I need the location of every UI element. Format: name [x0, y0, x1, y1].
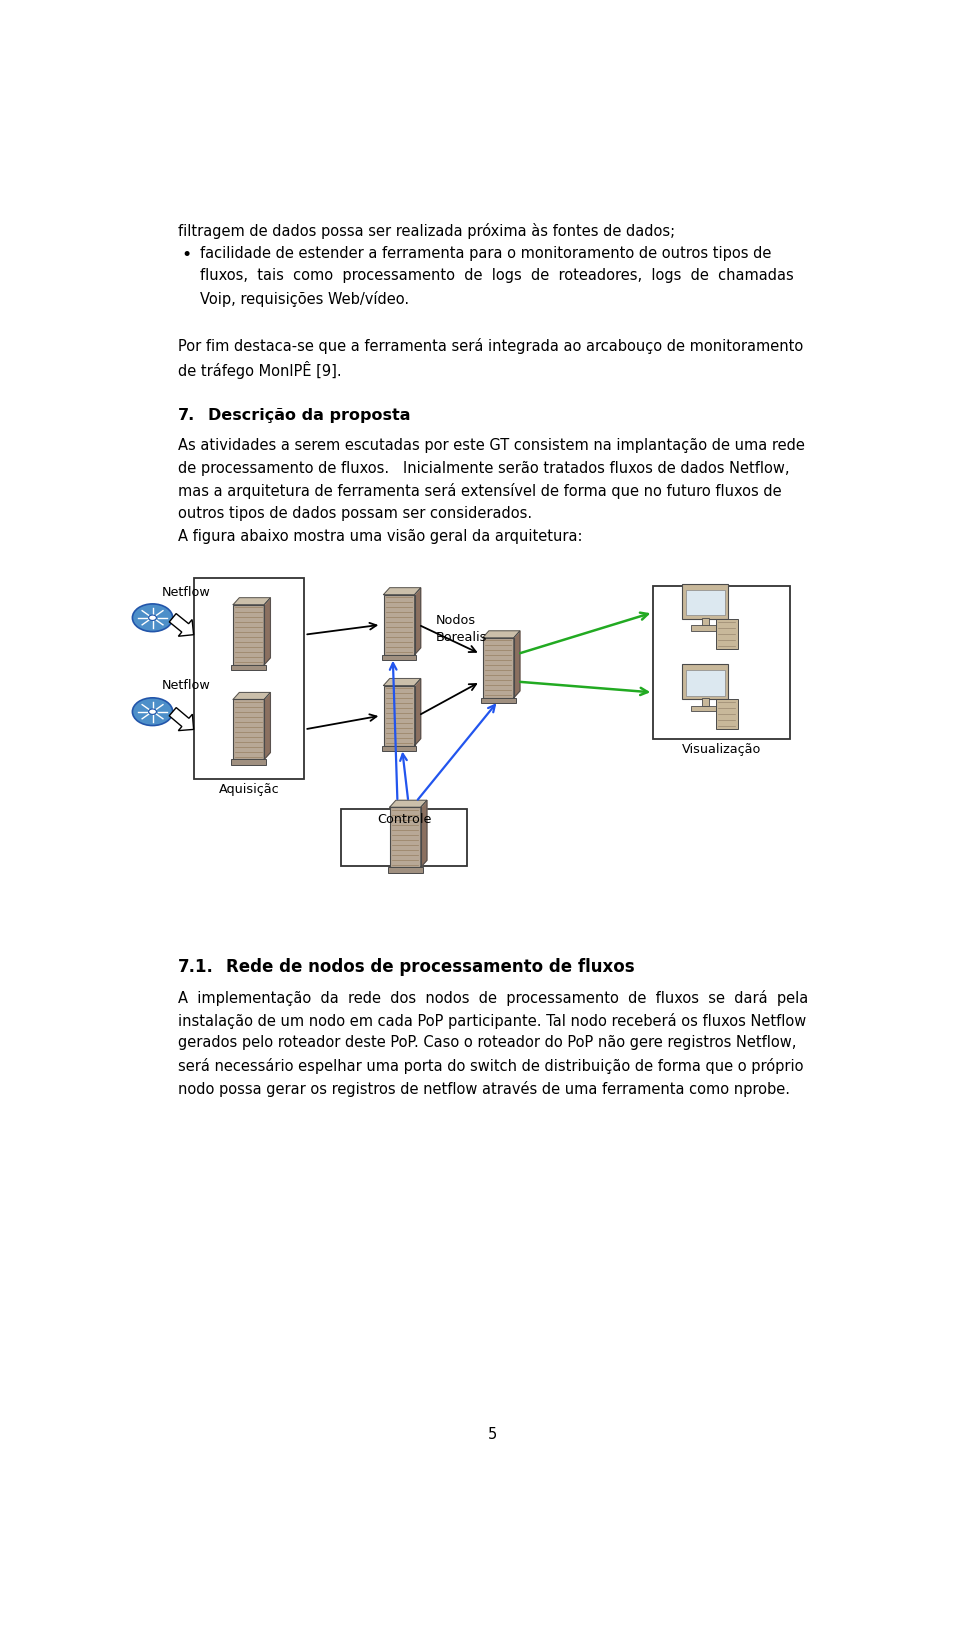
Bar — [231, 665, 266, 670]
Polygon shape — [483, 631, 520, 638]
Ellipse shape — [132, 698, 173, 726]
Text: 5: 5 — [488, 1428, 496, 1442]
Bar — [231, 759, 266, 765]
Text: de processamento de fluxos.   Inicialmente serão tratados fluxos de dados Netflo: de processamento de fluxos. Inicialmente… — [179, 461, 790, 475]
Bar — [685, 590, 725, 615]
Text: de tráfego MonIPÊ [9].: de tráfego MonIPÊ [9]. — [179, 361, 342, 379]
Polygon shape — [415, 679, 420, 746]
Text: •: • — [181, 246, 191, 264]
Text: Visualização: Visualização — [683, 742, 761, 756]
Bar — [682, 664, 729, 700]
Polygon shape — [415, 588, 420, 654]
Text: A figura abaixo mostra uma visão geral da arquitetura:: A figura abaixo mostra uma visão geral d… — [179, 529, 583, 544]
Text: será necessário espelhar uma porta do switch de distribuição de forma que o próp: será necessário espelhar uma porta do sw… — [179, 1059, 804, 1074]
Polygon shape — [169, 613, 194, 636]
Text: gerados pelo roteador deste PoP. Caso o roteador do PoP não gere registros Netfl: gerados pelo roteador deste PoP. Caso o … — [179, 1036, 797, 1051]
Bar — [702, 698, 708, 706]
Text: 7.: 7. — [179, 408, 196, 423]
Text: Voip, requisições Web/vídeo.: Voip, requisições Web/vídeo. — [200, 292, 409, 306]
Ellipse shape — [149, 710, 156, 715]
Bar — [716, 618, 737, 649]
Text: Aquisiçãc: Aquisiçãc — [219, 783, 279, 797]
Polygon shape — [233, 692, 271, 700]
Text: fluxos,  tais  como  processamento  de  logs  de  roteadores,  logs  de  chamada: fluxos, tais como processamento de logs … — [200, 269, 794, 284]
Bar — [685, 670, 725, 695]
Bar — [716, 698, 737, 729]
Bar — [341, 810, 468, 865]
Polygon shape — [264, 598, 271, 665]
Text: Por fim destaca-se que a ferramenta será integrada ao arcabouço de monitoramento: Por fim destaca-se que a ferramenta será… — [179, 338, 804, 354]
Polygon shape — [420, 800, 427, 867]
Bar — [383, 685, 415, 746]
Bar — [702, 618, 708, 626]
Polygon shape — [514, 631, 520, 698]
Text: Rede de nodos de processamento de fluxos: Rede de nodos de processamento de fluxos — [227, 959, 635, 977]
Bar — [381, 654, 417, 661]
Text: Descrição da proposta: Descrição da proposta — [207, 408, 410, 423]
Text: A  implementação  da  rede  dos  nodos  de  processamento  de  fluxos  se  dará : A implementação da rede dos nodos de pro… — [179, 990, 808, 1006]
Polygon shape — [264, 692, 271, 759]
Bar — [194, 579, 304, 779]
Text: Netflow: Netflow — [162, 585, 210, 598]
Bar — [381, 746, 417, 751]
Text: Nodos: Nodos — [436, 615, 476, 626]
Text: As atividades a serem escutadas por este GT consistem na implantação de uma rede: As atividades a serem escutadas por este… — [179, 438, 805, 452]
Polygon shape — [233, 598, 271, 605]
Bar — [388, 867, 422, 872]
Bar — [483, 638, 514, 698]
Text: outros tipos de dados possam ser considerados.: outros tipos de dados possam ser conside… — [179, 506, 532, 521]
Bar — [481, 698, 516, 703]
Text: Controle: Controle — [377, 813, 431, 826]
Text: Borealis: Borealis — [436, 631, 488, 644]
Ellipse shape — [132, 603, 173, 631]
Bar — [653, 587, 790, 739]
Bar — [390, 806, 420, 867]
Ellipse shape — [149, 615, 156, 621]
Polygon shape — [169, 708, 194, 731]
Polygon shape — [383, 679, 420, 685]
Polygon shape — [390, 800, 427, 806]
Bar — [691, 626, 719, 631]
Polygon shape — [383, 588, 420, 595]
Text: filtragem de dados possa ser realizada próxima às fontes de dados;: filtragem de dados possa ser realizada p… — [179, 223, 675, 239]
Text: facilidade de estender a ferramenta para o monitoramento de outros tipos de: facilidade de estender a ferramenta para… — [200, 246, 771, 261]
Text: Netflow: Netflow — [162, 680, 210, 692]
Bar — [233, 605, 264, 665]
Bar — [691, 705, 719, 711]
Text: mas a arquitetura de ferramenta será extensível de forma que no futuro fluxos de: mas a arquitetura de ferramenta será ext… — [179, 484, 781, 500]
Bar — [682, 583, 729, 620]
Text: 7.1.: 7.1. — [179, 959, 214, 977]
Text: nodo possa gerar os registros de netflow através de uma ferramenta como nprobe.: nodo possa gerar os registros de netflow… — [179, 1080, 790, 1096]
Text: instalação de um nodo em cada PoP participante. Tal nodo receberá os fluxos Netf: instalação de um nodo em cada PoP partic… — [179, 1013, 806, 1029]
Bar — [233, 700, 264, 759]
Bar — [383, 595, 415, 654]
